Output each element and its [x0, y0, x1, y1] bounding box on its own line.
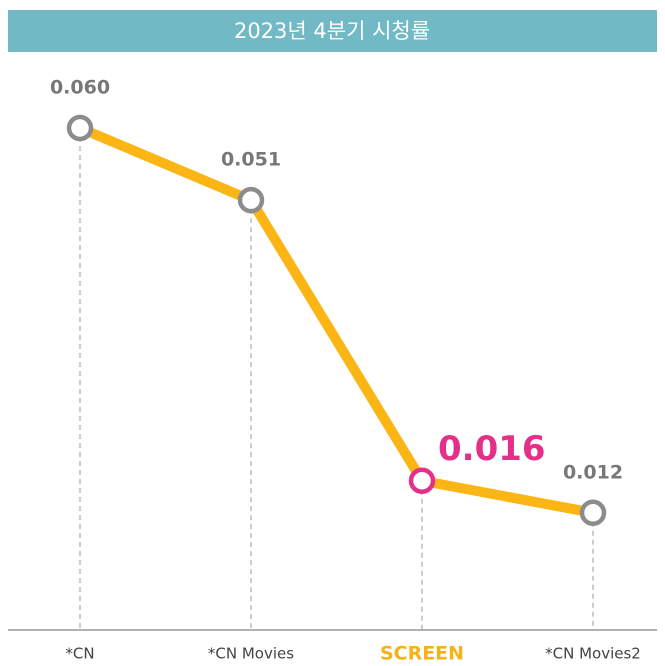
- x-tick-label: *CN Movies2: [545, 645, 641, 663]
- value-label: 0.012: [563, 461, 623, 483]
- title-bar: [8, 10, 657, 52]
- marker: [408, 467, 436, 494]
- x-tick-label: SCREEN: [380, 643, 464, 665]
- marker: [66, 114, 94, 142]
- x-tick-label: *CN Movies: [208, 645, 294, 663]
- marker: [237, 186, 265, 214]
- value-label: 0.051: [221, 149, 281, 171]
- line: [78, 123, 594, 518]
- value-label: 0.060: [50, 77, 110, 99]
- chart-title: 2023년 4분기 시청률: [234, 19, 430, 43]
- value-label: 0.016: [438, 429, 546, 469]
- marker: [579, 499, 607, 527]
- x-tick-label: *CN: [65, 645, 94, 663]
